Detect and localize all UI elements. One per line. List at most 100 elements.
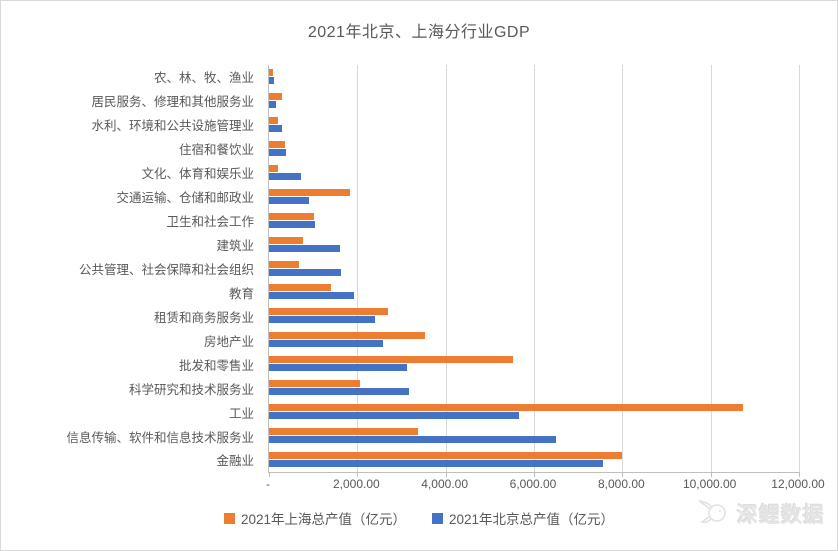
bar-row xyxy=(269,448,799,472)
bar-row xyxy=(269,89,799,113)
bar-beijing xyxy=(269,244,340,252)
bar-shanghai xyxy=(269,332,426,340)
bar-beijing xyxy=(269,100,277,108)
bar-beijing xyxy=(269,292,355,300)
bar-shanghai xyxy=(269,284,332,292)
bar-beijing xyxy=(269,77,274,84)
legend-item-beijing: 2021年北京总产值（亿元） xyxy=(432,508,614,528)
bar-row xyxy=(269,352,799,376)
gridline xyxy=(357,65,359,472)
category-label: 公共管理、社会保障和社会组织 xyxy=(78,262,254,277)
bar-beijing xyxy=(269,340,383,348)
category-label: 文化、体育和娱乐业 xyxy=(141,167,254,182)
bar-beijing xyxy=(269,388,409,396)
bar-rows xyxy=(269,65,799,472)
category-label: 建筑业 xyxy=(216,239,254,254)
x-tick-label: 4,000.00 xyxy=(421,477,469,491)
bar-shanghai xyxy=(269,260,299,268)
bar-beijing xyxy=(269,172,301,180)
axis-tick xyxy=(445,472,447,477)
bar-shanghai xyxy=(269,188,350,196)
bar-shanghai xyxy=(269,380,360,388)
bar-beijing xyxy=(269,436,557,444)
bar-row xyxy=(269,233,799,257)
bar-row xyxy=(269,65,799,89)
gridline xyxy=(622,65,624,472)
gridline xyxy=(445,65,447,472)
value-axis: - 2,000.00 4,000.00 6,000.00 8,000.00 10,000.… xyxy=(266,477,825,493)
category-label: 住宿和餐饮业 xyxy=(178,143,254,158)
bar-shanghai xyxy=(269,116,278,124)
category-label: 水利、环境和公共设施管理业 xyxy=(91,119,254,134)
bar-beijing xyxy=(269,316,375,324)
legend-label: 2021年北京总产值（亿元） xyxy=(449,512,615,527)
bar-beijing xyxy=(269,364,407,372)
legend-swatch xyxy=(223,512,235,524)
x-tick-label: 2,000.00 xyxy=(332,477,380,491)
category-label: 卫生和社会工作 xyxy=(166,215,254,230)
axis-tick xyxy=(799,472,800,477)
x-tick-label: 6,000.00 xyxy=(509,477,557,491)
watermark: 深鲤数据 xyxy=(698,498,825,529)
category-label: 农、林、牧、渔业 xyxy=(153,71,254,86)
bar-row xyxy=(269,280,799,304)
bar-beijing xyxy=(269,412,519,420)
bar-row xyxy=(269,161,799,185)
legend-label: 2021年上海总产值（亿元） xyxy=(240,512,406,527)
bar-beijing xyxy=(269,124,282,132)
category-label: 科学研究和技术服务业 xyxy=(128,382,254,397)
plot-area xyxy=(268,65,800,477)
category-label: 信息传输、软件和信息技术服务业 xyxy=(66,430,254,445)
x-tick-label: 12,000.00 xyxy=(771,477,825,491)
category-label: 房地产业 xyxy=(203,334,254,349)
category-label: 租赁和商务服务业 xyxy=(153,310,254,325)
axis-tick xyxy=(710,472,712,477)
bar-beijing xyxy=(269,196,309,204)
legend-item-shanghai: 2021年上海总产值（亿元） xyxy=(223,508,406,528)
gridline xyxy=(534,65,535,472)
category-label: 交通运输、仓储和邮政业 xyxy=(116,191,254,206)
bar-shanghai xyxy=(269,164,279,172)
x-tick-label: - xyxy=(266,477,270,491)
legend: 2021年上海总产值（亿元） 2021年北京总产值（亿元） xyxy=(1,508,837,528)
chart-title: 2021年北京、上海分行业GDP xyxy=(307,24,531,41)
bar-shanghai xyxy=(269,428,418,436)
axis-tick xyxy=(357,472,359,477)
category-label: 工业 xyxy=(228,406,254,421)
axis-tick xyxy=(622,472,624,477)
category-label: 批发和零售业 xyxy=(178,358,254,373)
bar-beijing xyxy=(269,268,341,276)
gridline xyxy=(799,65,800,472)
bar-beijing xyxy=(269,220,316,228)
category-label: 教育 xyxy=(228,286,254,301)
bar-shanghai xyxy=(269,356,514,364)
bar-row xyxy=(269,185,799,209)
bar-shanghai xyxy=(269,404,744,412)
x-tick-label: 10,000.00 xyxy=(682,477,737,491)
axis-tick xyxy=(269,472,270,477)
bar-shanghai xyxy=(269,212,315,220)
bar-row xyxy=(269,209,799,233)
bar-row xyxy=(269,304,799,328)
category-label: 居民服务、修理和其他服务业 xyxy=(91,95,254,110)
bar-row xyxy=(269,113,799,137)
bar-row xyxy=(269,376,799,400)
bar-beijing xyxy=(269,460,604,467)
bar-shanghai xyxy=(269,236,304,244)
category-axis: 农、林、牧、渔业居民服务、修理和其他服务业 水利、环境和公共设施管理业住宿和餐饮业… xyxy=(1,65,261,472)
watermark-text: 深鲤数据 xyxy=(737,503,825,527)
category-label: 金融业 xyxy=(216,454,254,469)
bar-shanghai xyxy=(269,140,286,148)
bar-row xyxy=(269,257,799,281)
bar-shanghai xyxy=(269,308,389,316)
bar-row xyxy=(269,400,799,424)
koi-fish-icon xyxy=(698,498,732,529)
bar-beijing xyxy=(269,148,287,156)
legend-swatch xyxy=(432,512,443,524)
x-tick-label: 8,000.00 xyxy=(597,477,645,491)
bar-row xyxy=(269,328,799,352)
bar-row xyxy=(269,137,799,161)
gridline xyxy=(710,65,712,472)
bar-row xyxy=(269,424,799,448)
